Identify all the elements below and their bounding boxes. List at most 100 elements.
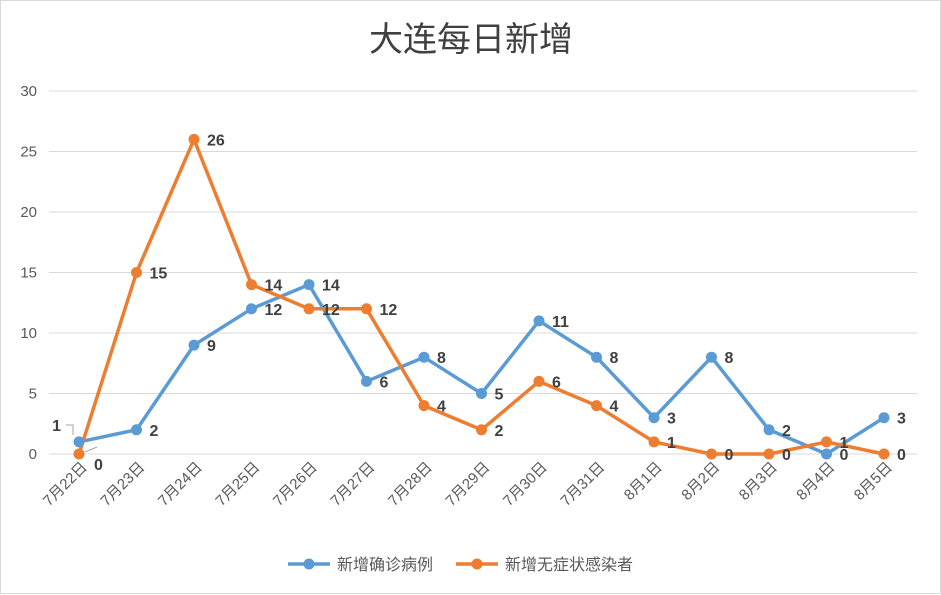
data-label-asymptomatic: 15: [150, 266, 168, 283]
data-label-confirmed: 12: [265, 302, 283, 319]
data-label-confirmed: 14: [322, 278, 340, 295]
data-label-asymptomatic: 0: [782, 447, 791, 464]
data-point-confirmed: [821, 448, 832, 460]
data-label-confirmed: 3: [667, 411, 676, 428]
data-point-confirmed: [591, 351, 602, 363]
y-tick-label: 30: [20, 83, 37, 100]
data-label-asymptomatic: 4: [610, 399, 619, 416]
series-lines: [77, 137, 886, 456]
data-point-confirmed: [73, 436, 85, 448]
data-label-confirmed: 3: [897, 411, 906, 428]
data-point-asymptomatic: [763, 448, 775, 460]
x-tick-label: 7月28日: [385, 459, 436, 510]
legend-label-asymptomatic: 新增无症状感染者: [505, 555, 633, 574]
data-label-confirmed: 2: [150, 423, 159, 440]
data-label-asymptomatic: 1: [667, 435, 676, 452]
data-point-confirmed: [188, 339, 200, 351]
data-point-asymptomatic: [73, 448, 85, 460]
data-label-asymptomatic: 4: [437, 399, 446, 416]
x-tick-label: 7月25日: [212, 459, 263, 510]
legend-marker-asymptomatic: [471, 558, 483, 570]
x-tick-label: 8月3日: [736, 459, 781, 504]
data-point-confirmed: [246, 303, 257, 315]
legend-label-confirmed: 新增确诊病例: [337, 555, 433, 574]
x-tick-label: 7月26日: [270, 459, 321, 510]
legend: 新增确诊病例 新增无症状感染者: [288, 555, 633, 574]
data-point-confirmed: [361, 375, 372, 387]
data-label-confirmed: 1: [52, 418, 61, 435]
data-point-asymptomatic: [131, 267, 142, 278]
data-point-confirmed: [763, 424, 775, 436]
y-axis-ticks: 0 5 10 15 20 25 30: [20, 83, 37, 463]
data-label-asymptomatic: 6: [552, 374, 561, 391]
data-label-confirmed: 9: [207, 338, 216, 355]
x-tick-label: 8月4日: [793, 459, 838, 504]
x-axis-ticks: 7月22日 7月23日 7月24日 7月25日 7月26日 7月27日 7月28日 7月29日…: [40, 459, 896, 510]
data-point-confirmed: [303, 279, 315, 291]
data-label-confirmed: 11: [552, 314, 569, 331]
x-tick-label: 7月22日: [40, 459, 91, 510]
data-point-asymptomatic: [821, 436, 832, 448]
series-points: [73, 133, 890, 460]
data-point-asymptomatic: [246, 279, 257, 291]
data-point-asymptomatic: [591, 400, 602, 412]
data-label-confirmed: 2: [782, 423, 791, 440]
data-point-asymptomatic: [706, 448, 717, 460]
x-tick-label: 7月24日: [155, 459, 206, 510]
data-label-asymptomatic: 14: [265, 278, 283, 295]
chart-title: 大连每日新增: [369, 20, 573, 60]
leader-line: [66, 424, 74, 435]
x-tick-label: 7月29日: [442, 459, 493, 510]
data-label-confirmed: 8: [725, 350, 734, 367]
data-label-asymptomatic: 0: [725, 447, 734, 464]
data-label-asymptomatic: 12: [322, 302, 340, 319]
label-leader-lines: [66, 424, 98, 453]
data-label-confirmed: 5: [495, 387, 504, 404]
data-label-confirmed: 6: [380, 374, 389, 391]
legend-marker-confirmed: [303, 558, 315, 570]
data-point-asymptomatic: [418, 400, 430, 412]
x-tick-label: 8月1日: [621, 459, 666, 504]
data-point-confirmed: [648, 412, 660, 424]
x-tick-label: 7月27日: [327, 459, 378, 510]
gridlines: [49, 90, 917, 455]
data-point-asymptomatic: [533, 375, 545, 387]
data-label-confirmed: 8: [610, 350, 619, 367]
y-tick-label: 5: [29, 386, 37, 403]
legend-item-confirmed[interactable]: 新增确诊病例: [288, 555, 433, 574]
data-label-asymptomatic: 2: [495, 423, 504, 440]
series-line-asymptomatic: [77, 137, 886, 456]
y-tick-label: 15: [20, 265, 37, 282]
y-tick-label: 20: [20, 204, 37, 221]
data-point-asymptomatic: [361, 303, 372, 315]
data-point-asymptomatic: [878, 448, 890, 460]
data-point-asymptomatic: [648, 436, 660, 448]
y-tick-label: 25: [20, 144, 37, 161]
data-label-asymptomatic: 1: [840, 435, 849, 452]
data-label-asymptomatic: 12: [380, 302, 398, 319]
data-label-confirmed: 8: [437, 350, 446, 367]
x-tick-label: 7月30日: [500, 459, 551, 510]
x-tick-label: 8月2日: [678, 459, 723, 504]
data-point-asymptomatic: [303, 303, 315, 315]
leader-line: [84, 446, 98, 453]
legend-item-asymptomatic[interactable]: 新增无症状感染者: [456, 555, 633, 574]
data-label-asymptomatic: 0: [94, 457, 103, 474]
y-tick-label: 0: [29, 446, 37, 463]
data-point-confirmed: [476, 388, 487, 399]
x-tick-label: 7月31日: [557, 459, 608, 510]
data-point-confirmed: [131, 424, 142, 436]
data-point-asymptomatic: [188, 133, 200, 145]
x-tick-label: 7月23日: [97, 459, 148, 510]
y-tick-label: 10: [20, 325, 37, 342]
data-label-asymptomatic: 0: [897, 447, 906, 464]
data-point-confirmed: [706, 351, 717, 363]
data-point-confirmed: [533, 315, 545, 327]
data-label-asymptomatic: 26: [207, 132, 225, 149]
x-tick-label: 8月5日: [851, 459, 896, 504]
data-point-confirmed: [878, 412, 890, 424]
data-point-asymptomatic: [476, 424, 487, 436]
